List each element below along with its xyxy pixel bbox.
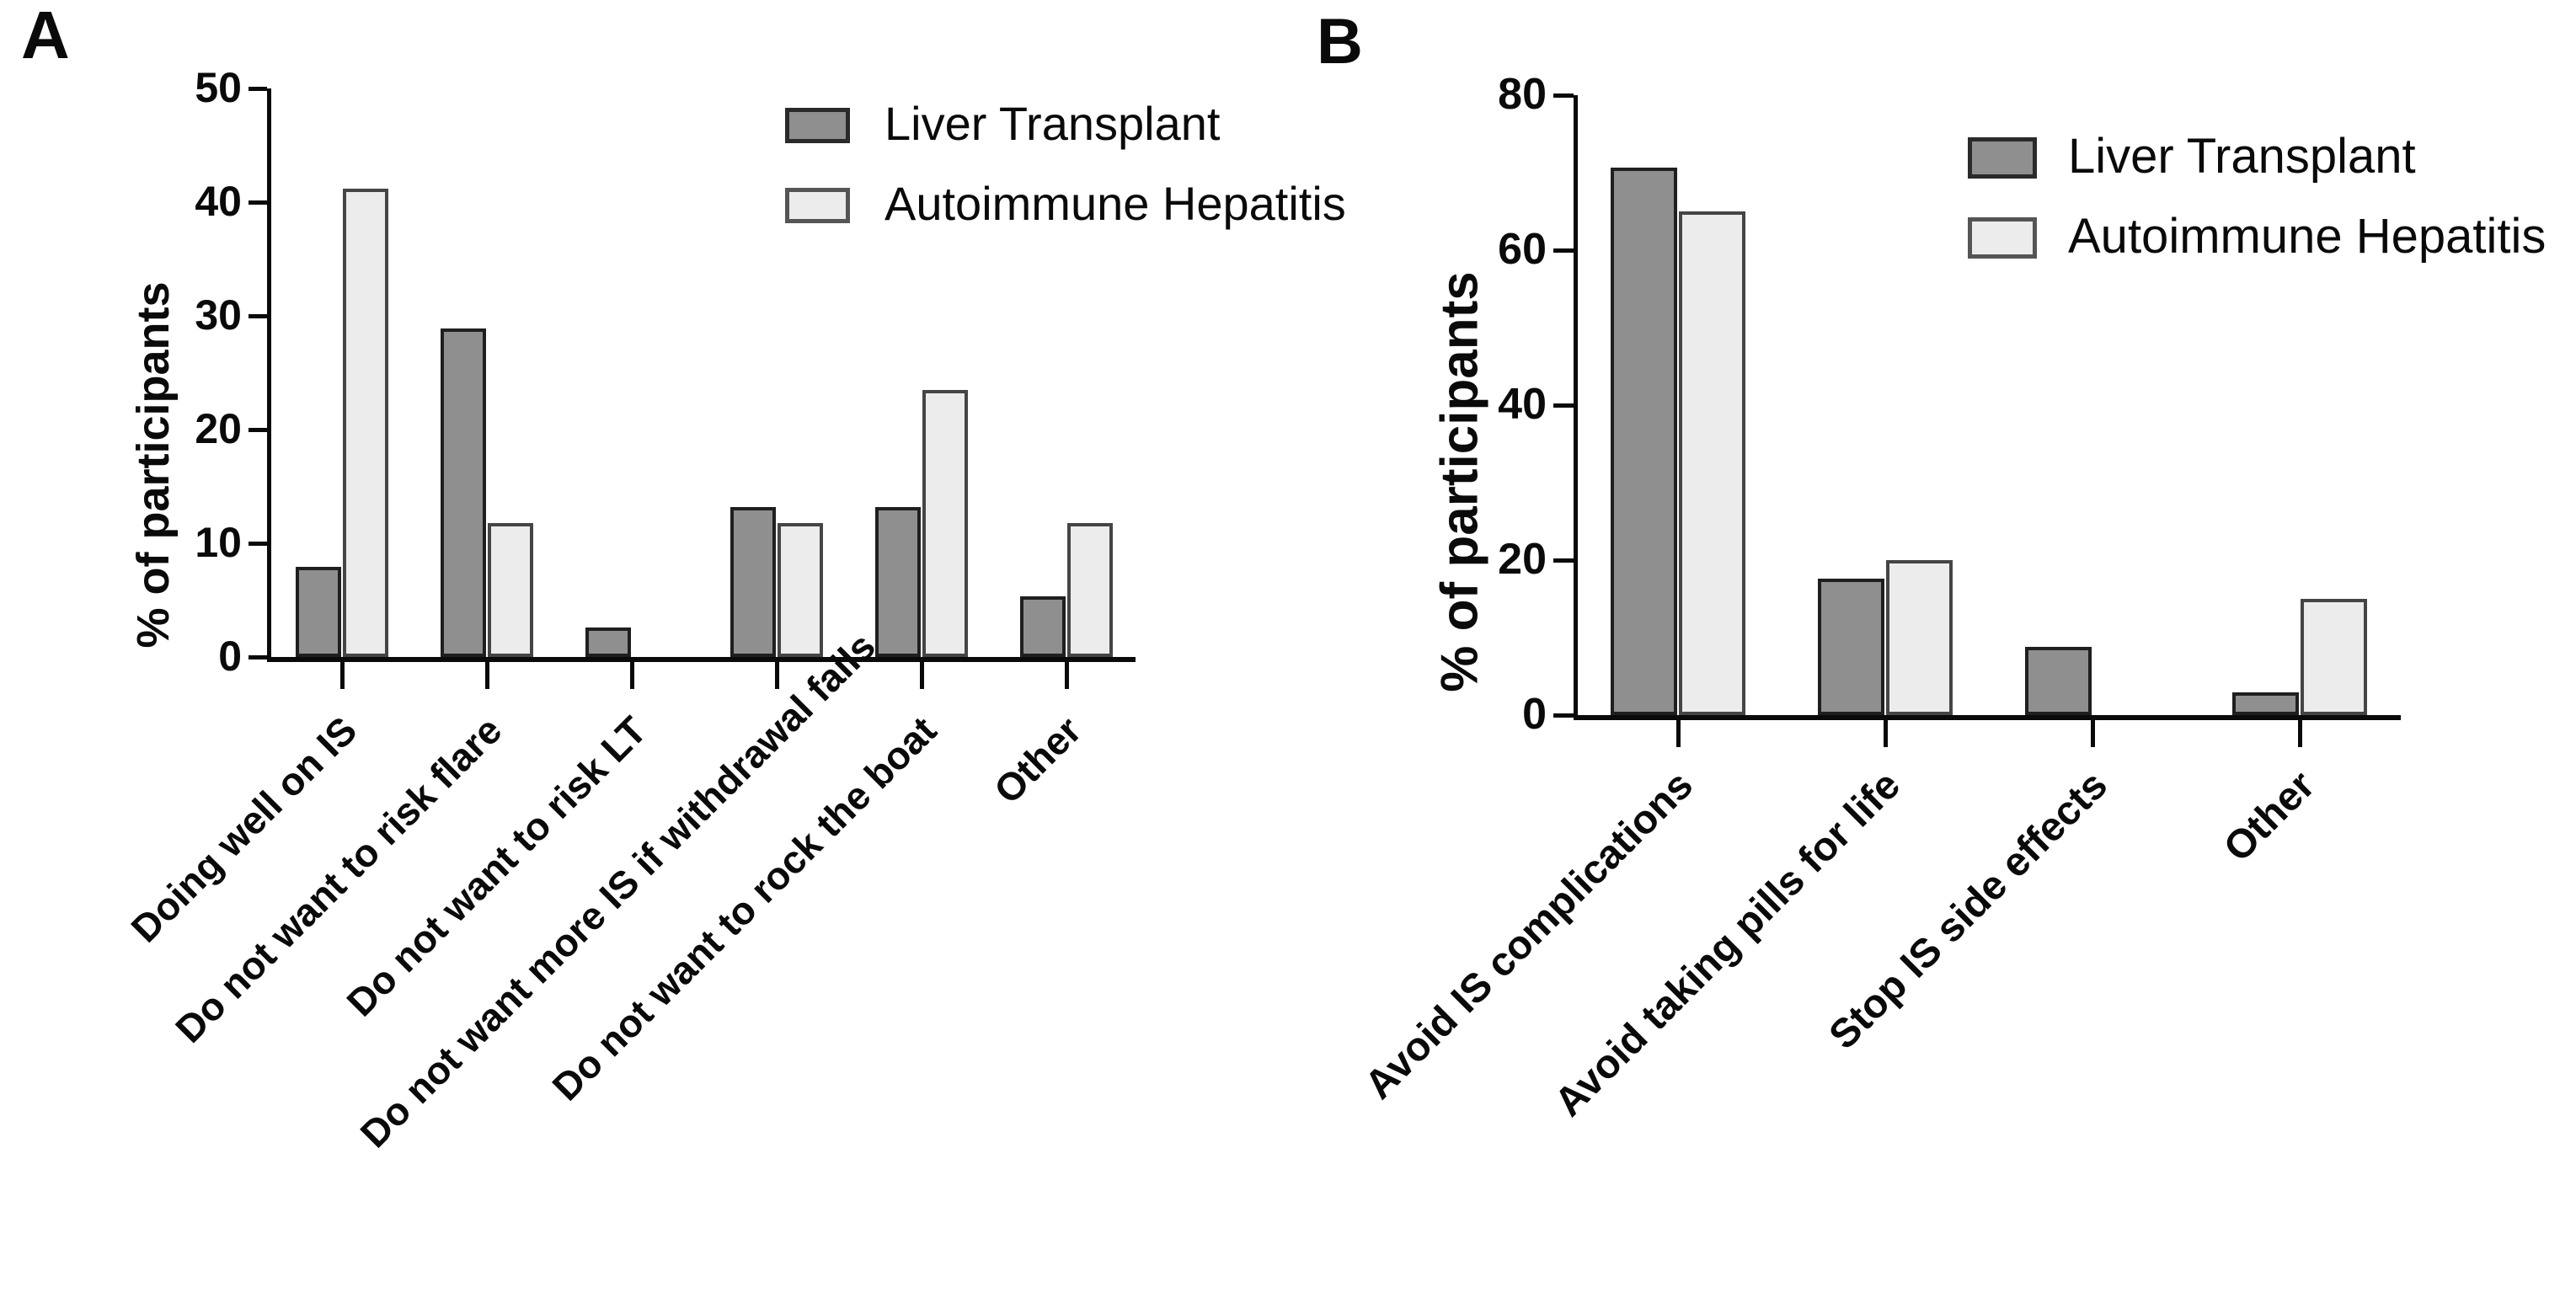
panel-b-y-tick-label: 40 <box>1498 379 1547 429</box>
panel-b-y-tick-label: 20 <box>1498 534 1547 584</box>
panel-b-x-tick <box>2091 720 2095 747</box>
panel-b-category-label: Other <box>2215 762 2324 871</box>
panel-a-bar-autoimmune-hepatitis-3 <box>778 523 823 657</box>
panel-a-x-tick <box>485 662 489 689</box>
panel-b-legend-swatch-dark <box>1968 137 2037 179</box>
panel-a-y-tick-label: 20 <box>195 405 242 452</box>
panel-a-legend-swatch-dark <box>785 108 850 143</box>
panel-b-y-tick-label: 80 <box>1498 69 1547 119</box>
panel-a-legend-label: Liver Transplant <box>884 97 1221 151</box>
panel-a-y-tick-label: 0 <box>218 633 242 680</box>
panel-a-x-tick <box>775 662 779 689</box>
panel-b-y-tick-label: 0 <box>1522 689 1547 739</box>
panel-a-bar-autoimmune-hepatitis-5 <box>1067 523 1113 657</box>
panel-a-legend-swatch-light <box>785 188 850 223</box>
panel-a-x-tick <box>920 662 924 689</box>
panel-b-legend-label: Liver Transplant <box>2068 128 2416 184</box>
panel-a-y-tick <box>249 542 267 546</box>
panel-b-bar-liver-transplant-3 <box>2232 692 2299 715</box>
panel-a-bar-autoimmune-hepatitis-4 <box>922 390 968 657</box>
panel-b-bar-autoimmune-hepatitis-1 <box>1886 560 1953 715</box>
panel-b-category-label: Stop IS side effects <box>1820 762 2117 1059</box>
panel-b-category-label: Avoid taking pills for life <box>1546 762 1910 1125</box>
panel-b-y-tick <box>1553 93 1574 98</box>
panel-a-y-axis-line <box>267 88 271 662</box>
panel-b-x-tick <box>1676 720 1681 747</box>
panel-b-bar-autoimmune-hepatitis-0 <box>1679 211 1745 715</box>
panel-a-x-tick <box>1065 662 1069 689</box>
panel-b-bar-autoimmune-hepatitis-3 <box>2301 599 2367 715</box>
panel-a-y-tick <box>249 314 267 318</box>
panel-a-y-tick-label: 50 <box>195 64 242 111</box>
panel-a-bar-liver-transplant-2 <box>585 627 631 657</box>
panel-a-y-tick-label: 10 <box>195 519 242 566</box>
panel-a-bar-liver-transplant-1 <box>441 328 486 657</box>
panel-a-bar-autoimmune-hepatitis-0 <box>343 189 388 657</box>
panel-b-bar-liver-transplant-2 <box>2025 647 2092 715</box>
panel-b-letter: B <box>1317 6 1363 77</box>
panel-b-x-axis-line <box>1574 715 2401 720</box>
panel-b-legend-label: Autoimmune Hepatitis <box>2068 208 2547 264</box>
panel-a-legend-label: Autoimmune Hepatitis <box>884 177 1346 231</box>
panel-a-bar-autoimmune-hepatitis-1 <box>488 523 533 657</box>
panel-b-category-label: Avoid IS complications <box>1356 762 1702 1108</box>
panel-a-y-tick <box>249 200 267 205</box>
panel-b-x-tick <box>1884 720 1888 747</box>
panel-a-bar-liver-transplant-3 <box>730 507 776 657</box>
panel-a-bar-liver-transplant-4 <box>875 507 921 657</box>
panel-b-bar-liver-transplant-0 <box>1611 168 1677 715</box>
panel-a-letter: A <box>21 0 70 72</box>
panel-b-x-tick <box>2298 720 2302 747</box>
panel-b-y-tick <box>1553 248 1574 253</box>
panel-a-x-axis-line <box>267 657 1136 662</box>
panel-b-bar-liver-transplant-1 <box>1818 579 1884 715</box>
panel-b-y-tick <box>1553 713 1574 718</box>
panel-b-y-axis-line <box>1574 95 1578 720</box>
panel-b-y-tick <box>1553 403 1574 408</box>
panel-a-y-tick <box>249 87 267 91</box>
panel-a-y-tick-label: 40 <box>195 178 242 225</box>
panel-a-x-tick <box>630 662 634 689</box>
panel-a-y-tick-label: 30 <box>195 291 242 339</box>
panel-b-y-tick <box>1553 558 1574 563</box>
panel-a-bar-liver-transplant-0 <box>296 567 341 657</box>
panel-a-y-tick <box>249 655 267 660</box>
panel-b-y-tick-label: 60 <box>1498 224 1547 274</box>
panel-a-x-tick <box>340 662 345 689</box>
panel-a-y-tick <box>249 428 267 432</box>
panel-a-bar-liver-transplant-5 <box>1020 596 1066 657</box>
panel-b-legend-swatch-light <box>1968 217 2037 259</box>
